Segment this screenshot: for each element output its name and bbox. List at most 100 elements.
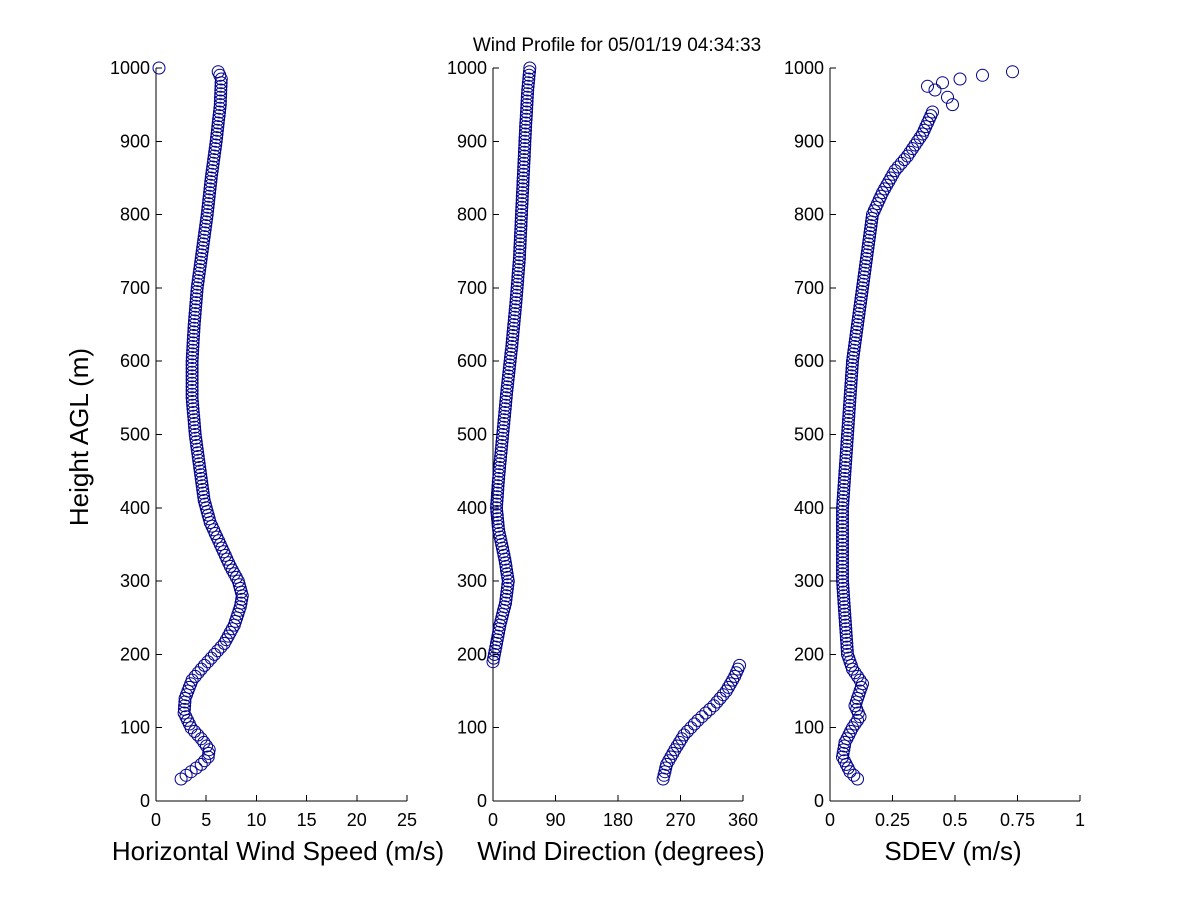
data-point: [194, 757, 208, 771]
data-point: [518, 131, 532, 145]
data-point: [205, 164, 219, 178]
data-point: [186, 398, 200, 412]
x-tick-label: 25: [397, 810, 417, 830]
x-tick-label: 20: [347, 810, 367, 830]
data-point: [836, 530, 849, 544]
data-point: [519, 109, 533, 123]
data-point: [854, 292, 868, 306]
data-point: [186, 402, 200, 416]
data-point: [864, 222, 877, 236]
data-point: [205, 167, 219, 181]
data-point: [510, 285, 524, 299]
data-point: [514, 211, 528, 225]
data-point: [191, 450, 205, 463]
data-point: [839, 622, 853, 636]
data-point: [515, 204, 529, 218]
data-point: [839, 453, 853, 467]
data-point: [196, 486, 210, 500]
data-point: [193, 464, 207, 478]
data-point: [210, 131, 224, 145]
data-point: [512, 263, 525, 277]
x-tick-label: 270: [665, 810, 695, 830]
data-point: [839, 457, 852, 471]
data-point: [518, 138, 532, 152]
data-point: [207, 153, 221, 167]
data-point: [684, 721, 698, 735]
data-point: [855, 288, 868, 302]
data-point: [522, 72, 536, 86]
data-point: [492, 468, 506, 482]
data-point: [836, 523, 849, 537]
data-point: [507, 318, 521, 332]
data-point: [836, 581, 850, 595]
x-tick-label: 15: [297, 810, 317, 830]
data-point: [213, 105, 226, 119]
y-tick-label: 600: [457, 351, 487, 371]
data-point: [841, 420, 855, 434]
y-tick-label: 900: [457, 131, 487, 151]
data-point: [491, 516, 505, 529]
data-point: [194, 732, 208, 746]
data-point: [840, 431, 854, 445]
data-point: [212, 112, 226, 126]
data-point: [522, 68, 536, 82]
data-point: [840, 439, 854, 452]
data-point: [519, 116, 533, 130]
data-point: [517, 164, 531, 178]
data-point: [202, 193, 216, 207]
data-point: [836, 519, 849, 533]
data-point: [495, 439, 509, 452]
y-tick-label: 500: [120, 425, 150, 445]
x-axis-label-sdev: SDEV (m/s): [884, 836, 1021, 866]
data-point: [836, 501, 849, 515]
data-point: [178, 699, 192, 713]
data-point: [495, 435, 509, 449]
data-point: [189, 431, 203, 445]
data-point: [517, 145, 531, 159]
data-point: [859, 259, 872, 273]
data-point: [193, 259, 207, 273]
data-point: [953, 72, 967, 86]
data-point: [174, 772, 188, 786]
data-point: [838, 461, 852, 474]
data-point: [519, 112, 533, 126]
data-point: [839, 446, 853, 460]
data-point: [836, 556, 849, 570]
data-point: [836, 527, 849, 540]
data-point: [840, 633, 853, 647]
data-point: [498, 406, 512, 419]
data-point: [836, 578, 850, 592]
data-point: [500, 563, 513, 577]
data-point: [854, 296, 867, 310]
data-point: [197, 490, 211, 504]
data-point: [839, 625, 853, 639]
data-point: [903, 145, 917, 159]
data-point: [520, 94, 534, 108]
data-point: [886, 167, 900, 181]
y-tick-label: 600: [794, 351, 824, 371]
data-point: [838, 603, 851, 617]
data-point: [210, 127, 224, 141]
data-point: [199, 215, 213, 229]
data-point: [195, 479, 209, 493]
data-point: [837, 483, 851, 496]
data-point: [841, 647, 854, 661]
data-point: [726, 673, 740, 687]
data-point: [192, 270, 206, 284]
data-point: [687, 717, 701, 731]
x-tick-label: 360: [728, 810, 758, 830]
data-point: [852, 310, 865, 324]
data-point: [848, 336, 862, 350]
data-point: [843, 387, 857, 401]
data-point: [494, 450, 508, 463]
data-point: [843, 398, 856, 412]
data-point: [837, 479, 851, 493]
y-tick-label: 100: [794, 718, 824, 738]
data-point: [845, 362, 859, 375]
data-point: [213, 94, 227, 108]
panel-direction: 0 100 200 300 400 500 600 700 800 900 1000 0 90 180 27…: [447, 58, 765, 866]
data-point: [842, 409, 856, 423]
data-point: [861, 241, 875, 255]
data-point: [837, 475, 851, 489]
data-point: [503, 354, 517, 368]
